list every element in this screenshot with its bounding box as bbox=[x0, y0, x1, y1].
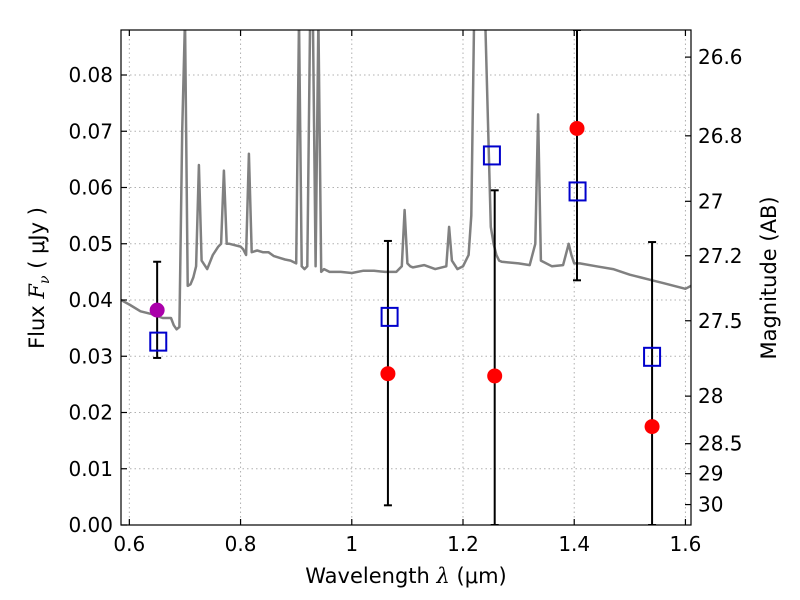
x-tick-label: 1.6 bbox=[670, 532, 702, 556]
y-axis-label-units: ( μJy ) bbox=[25, 207, 49, 269]
y-axis-label-subscript: ν bbox=[37, 275, 53, 284]
y-tick-label: 0.00 bbox=[68, 513, 113, 537]
y-tick-label: 0.03 bbox=[68, 344, 113, 368]
model-band-square bbox=[643, 346, 662, 367]
y2-tick-label: 27 bbox=[698, 189, 723, 213]
x-tick-label: 1.4 bbox=[558, 532, 590, 556]
plot-frame bbox=[120, 29, 692, 526]
y-axis-label: Flux Fν ( μJy ) bbox=[25, 207, 53, 349]
y-tick-label: 0.01 bbox=[68, 457, 113, 481]
x-axis-label: Wavelength λ (μm) bbox=[305, 564, 506, 588]
y-axis-label-text: Flux bbox=[25, 305, 49, 349]
y2-axis-label: Magnitude (AB) bbox=[757, 196, 781, 359]
y2-tick-label: 29 bbox=[698, 462, 723, 486]
y-tick-label: 0.02 bbox=[68, 401, 113, 425]
point-layer bbox=[149, 120, 662, 435]
observed-point bbox=[487, 368, 503, 384]
errorbar-layer bbox=[153, 30, 657, 525]
model-band-square bbox=[380, 306, 399, 327]
y-tick-label: 0.05 bbox=[68, 232, 113, 256]
y2-tick-label: 27.2 bbox=[698, 244, 743, 268]
x-axis-label-symbol: λ bbox=[436, 564, 450, 588]
observed-point bbox=[569, 120, 585, 136]
observed-point bbox=[644, 419, 660, 435]
y2-tick-label: 28 bbox=[698, 384, 723, 408]
spectrum-layer bbox=[121, 30, 691, 331]
x-axis-label-units: (μm) bbox=[457, 564, 507, 588]
x-tick-label: 1.2 bbox=[447, 532, 479, 556]
x-tick-label: 0.8 bbox=[225, 532, 257, 556]
x-axis-label-text: Wavelength bbox=[305, 564, 430, 588]
y2-tick-label: 27.5 bbox=[698, 309, 743, 333]
y-tick-label: 0.07 bbox=[68, 119, 113, 143]
model-band-square bbox=[149, 331, 168, 352]
y2-tick-label: 30 bbox=[698, 493, 723, 517]
x-tick-label: 1 bbox=[345, 532, 358, 556]
y2-tick-label: 26.6 bbox=[698, 45, 743, 69]
y-tick-label: 0.04 bbox=[68, 288, 113, 312]
model-band-square bbox=[482, 145, 501, 166]
model-spectrum-line bbox=[121, 30, 691, 331]
observed-point bbox=[149, 302, 165, 318]
grid-layer bbox=[121, 30, 691, 526]
observed-point bbox=[380, 366, 396, 382]
y-tick-label: 0.06 bbox=[68, 176, 113, 200]
x-tick-label: 0.6 bbox=[113, 532, 145, 556]
y2-tick-label: 28.5 bbox=[698, 432, 743, 456]
y-tick-label: 0.08 bbox=[68, 63, 113, 87]
y2-tick-label: 26.8 bbox=[698, 124, 743, 148]
model-band-square bbox=[568, 181, 587, 202]
tick-layer: 0.6 0.8 1 1.2 1.4 1.6 0.00 0.01 0.02 0.03 0.04 0.05… bbox=[68, 30, 743, 556]
y-axis-label-symbol: F bbox=[25, 283, 49, 300]
